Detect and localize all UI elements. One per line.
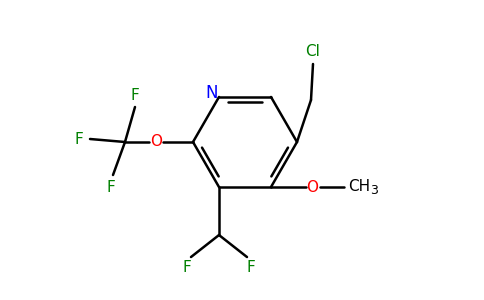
Text: CH: CH [348,178,370,194]
Text: O: O [150,134,162,149]
Text: 3: 3 [370,184,378,196]
Text: F: F [182,260,191,274]
Text: N: N [206,84,218,102]
Text: Cl: Cl [305,44,320,59]
Text: F: F [247,260,256,274]
Text: F: F [106,179,115,194]
Text: F: F [75,131,83,146]
Text: F: F [131,88,139,104]
Text: O: O [306,179,318,194]
